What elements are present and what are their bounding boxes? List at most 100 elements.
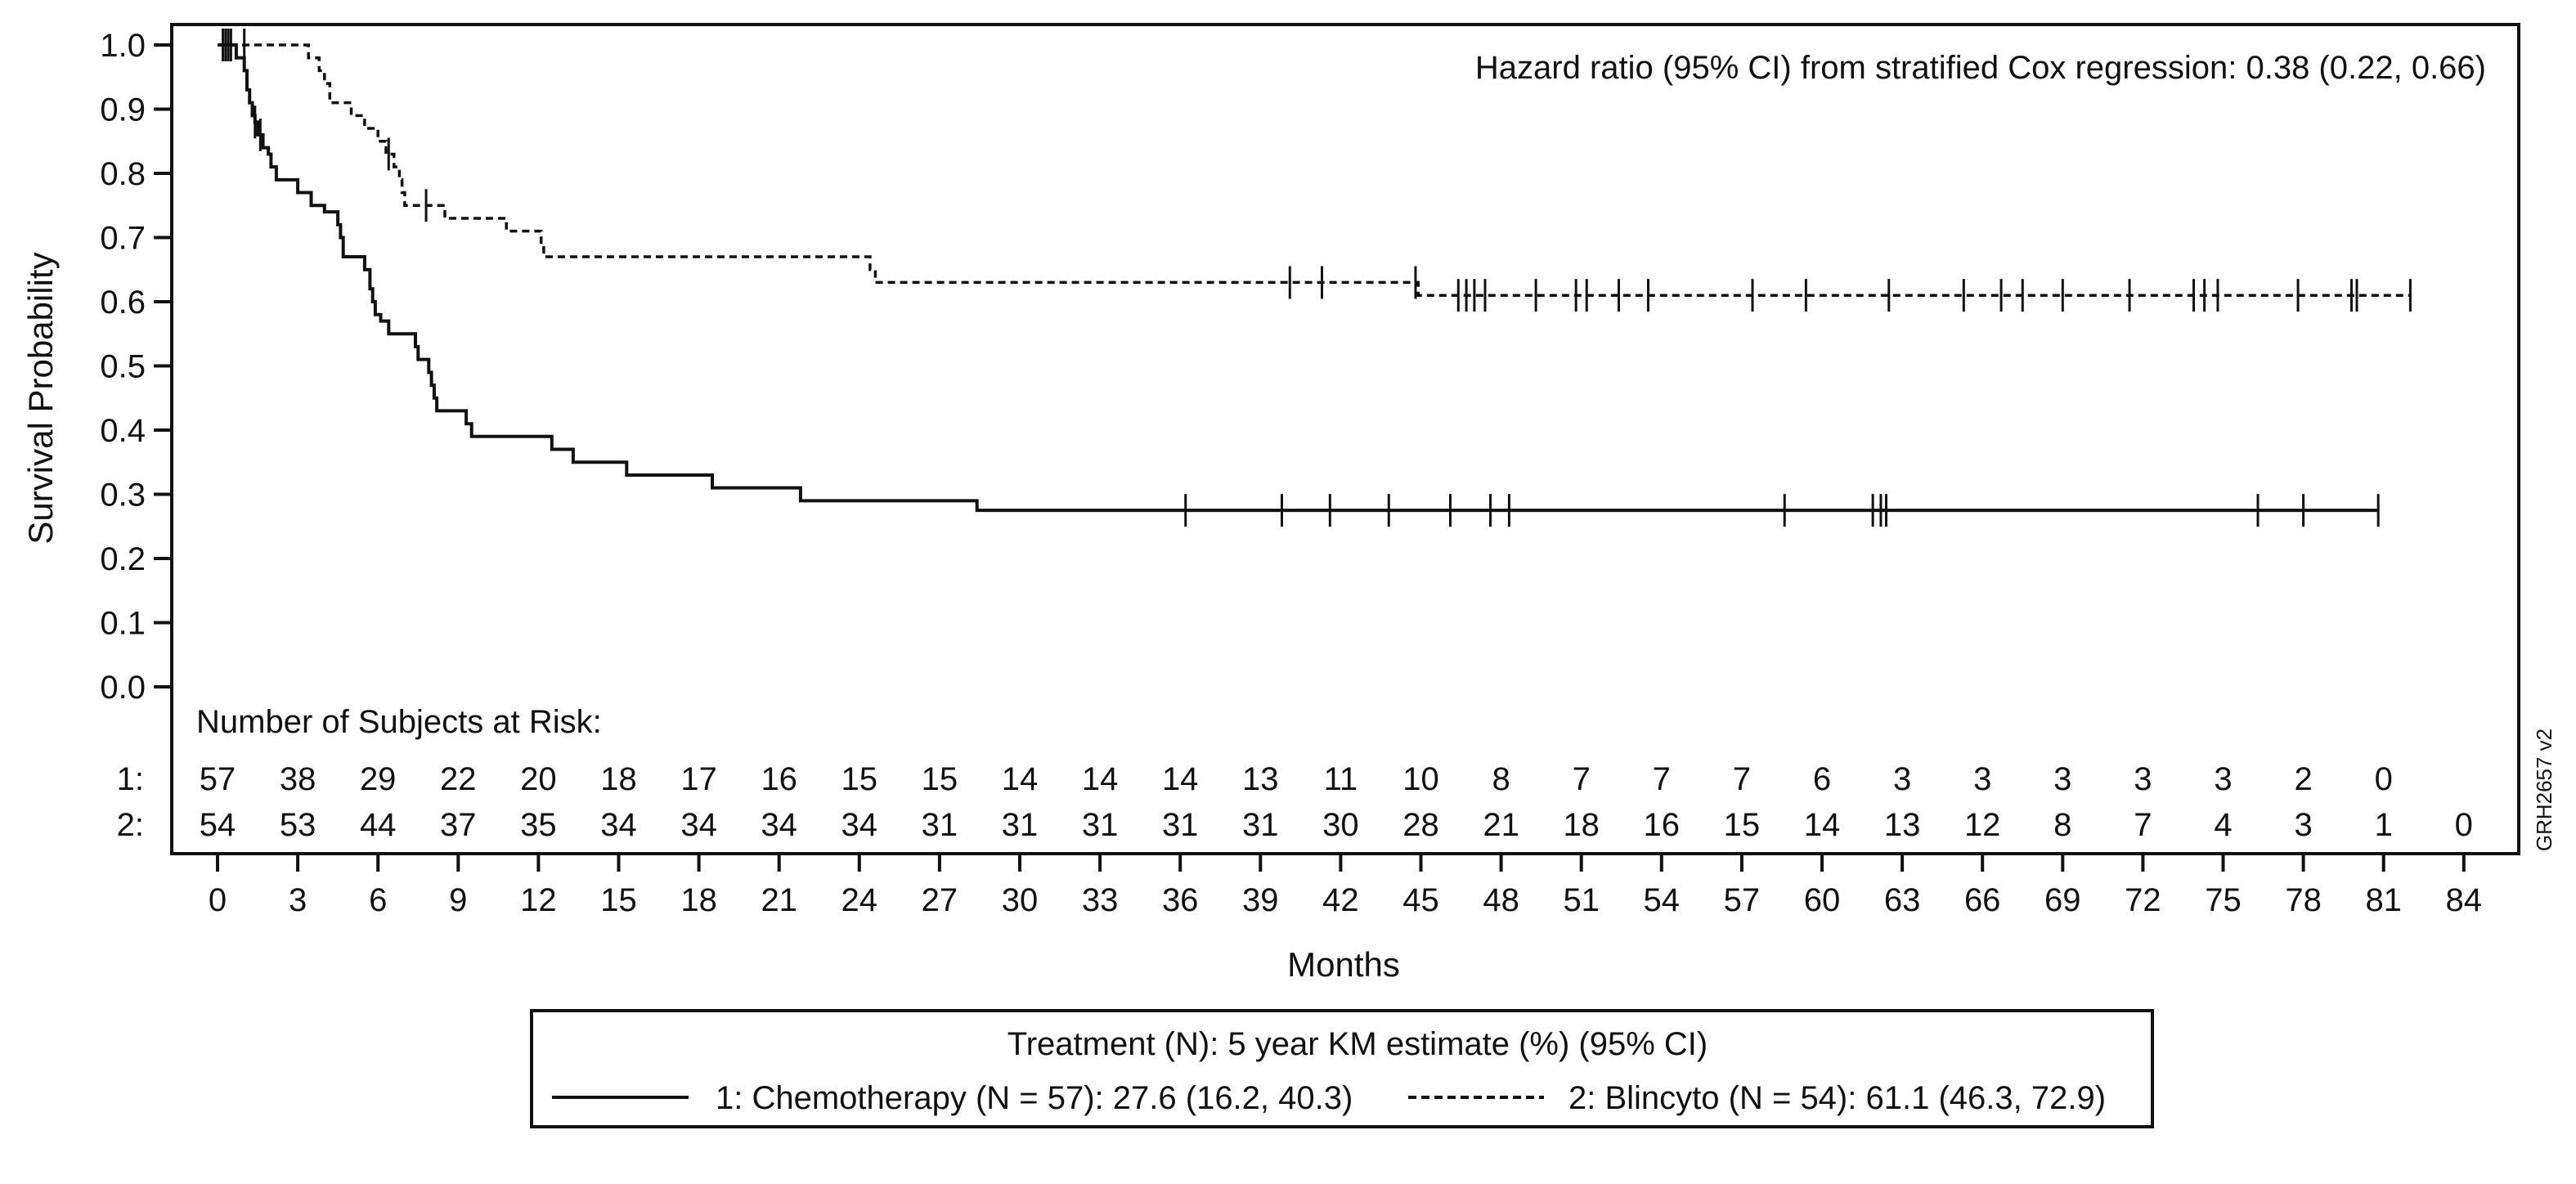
y-tick-label: 0.1: [100, 606, 146, 642]
x-tick-label: 12: [520, 882, 557, 918]
x-tick-label: 0: [209, 882, 227, 918]
at-risk-row-label: 2:: [117, 807, 144, 843]
at-risk-count: 7: [1733, 761, 1751, 797]
x-tick-label: 6: [369, 882, 387, 918]
at-risk-count: 13: [1884, 807, 1921, 843]
at-risk-count: 57: [200, 761, 236, 797]
at-risk-count: 3: [2294, 807, 2312, 843]
at-risk-count: 7: [1573, 761, 1591, 797]
at-risk-count: 10: [1402, 761, 1439, 797]
at-risk-count: 4: [2214, 807, 2232, 843]
y-axis-title: Survival Probability: [21, 252, 60, 544]
legend-label-blincyto: 2: Blincyto (N = 54): 61.1 (46.3, 72.9): [1568, 1080, 2106, 1116]
at-risk-count: 8: [2053, 807, 2071, 843]
x-tick-label: 9: [449, 882, 467, 918]
at-risk-count: 0: [2455, 807, 2473, 843]
at-risk-count: 6: [1813, 761, 1831, 797]
x-tick-label: 30: [1002, 882, 1039, 918]
x-tick-label: 84: [2446, 882, 2483, 918]
y-axis: 0.0 0.1 0.2 0.3 0.4 0.5 0.6 0.7 0.8 0.9 1.0: [100, 28, 172, 706]
at-risk-count: 31: [1162, 807, 1199, 843]
x-tick-label: 57: [1724, 882, 1761, 918]
x-tick-label: 39: [1242, 882, 1279, 918]
at-risk-count: 3: [2214, 761, 2232, 797]
y-tick-label: 0.4: [100, 413, 146, 449]
x-tick-label: 21: [761, 882, 797, 918]
at-risk-count: 44: [360, 807, 397, 843]
at-risk-count: 3: [1973, 761, 1991, 797]
at-risk-count: 14: [1082, 761, 1119, 797]
y-tick-label: 0.0: [100, 670, 146, 706]
at-risk-count: 31: [922, 807, 958, 843]
x-tick-label: 45: [1402, 882, 1439, 918]
at-risk-count: 37: [440, 807, 477, 843]
x-tick-label: 42: [1322, 882, 1359, 918]
y-tick-label: 0.8: [100, 156, 146, 192]
at-risk-count: 16: [761, 761, 797, 797]
at-risk-count: 29: [360, 761, 397, 797]
at-risk-count: 31: [1002, 807, 1039, 843]
at-risk-count: 54: [200, 807, 236, 843]
x-tick-label: 69: [2044, 882, 2081, 918]
legend-title: Treatment (N): 5 year KM estimate (%) (9…: [1008, 1026, 1708, 1062]
at-risk-count: 12: [1964, 807, 2001, 843]
y-tick-label: 0.7: [100, 221, 146, 257]
x-tick-label: 72: [2125, 882, 2161, 918]
at-risk-count: 14: [1162, 761, 1199, 797]
x-tick-label: 18: [680, 882, 717, 918]
at-risk-count: 16: [1644, 807, 1681, 843]
at-risk-title: Number of Subjects at Risk:: [196, 704, 602, 740]
at-risk-count: 3: [2134, 761, 2152, 797]
plot-frame: [170, 23, 2520, 855]
legend-box: [530, 1009, 2154, 1128]
y-tick-label: 0.3: [100, 478, 146, 514]
at-risk-row-label: 1:: [117, 761, 144, 797]
x-tick-label: 75: [2205, 882, 2242, 918]
at-risk-count: 1: [2375, 807, 2393, 843]
x-tick-label: 36: [1162, 882, 1199, 918]
at-risk-count: 34: [680, 807, 717, 843]
y-tick-label: 1.0: [100, 28, 146, 64]
x-tick-label: 78: [2285, 882, 2322, 918]
x-tick-label: 15: [600, 882, 637, 918]
at-risk-count: 30: [1322, 807, 1359, 843]
at-risk-count: 38: [280, 761, 316, 797]
at-risk-count: 22: [440, 761, 477, 797]
x-tick-label: 33: [1082, 882, 1119, 918]
y-tick-label: 0.5: [100, 349, 146, 385]
x-axis-title: Months: [1287, 945, 1400, 984]
at-risk-count: 13: [1242, 761, 1279, 797]
x-axis: 0 3 6 9 12 15 18 21 24 27 30 33 36 39 42 45 48 51 54 57 60 63…: [209, 854, 2482, 918]
at-risk-count: 28: [1402, 807, 1439, 843]
at-risk-count: 7: [2134, 807, 2152, 843]
at-risk-count: 34: [841, 807, 878, 843]
at-risk-count: 18: [600, 761, 637, 797]
x-tick-label: 54: [1644, 882, 1681, 918]
x-tick-label: 63: [1884, 882, 1921, 918]
y-tick-label: 0.2: [100, 541, 146, 577]
at-risk-count: 11: [1324, 761, 1358, 797]
at-risk-count: 3: [1893, 761, 1911, 797]
at-risk-table: Number of Subjects at Risk: 1: 57 38 29 22 20…: [117, 704, 2473, 843]
at-risk-count: 17: [680, 761, 717, 797]
at-risk-count: 35: [520, 807, 557, 843]
x-tick-label: 3: [289, 882, 307, 918]
at-risk-count: 15: [1724, 807, 1761, 843]
legend-label-chemotherapy: 1: Chemotherapy (N = 57): 27.6 (16.2, 40…: [716, 1080, 1353, 1116]
at-risk-count: 15: [922, 761, 958, 797]
x-tick-label: 81: [2365, 882, 2402, 918]
at-risk-count: 3: [2053, 761, 2071, 797]
at-risk-count: 14: [1002, 761, 1039, 797]
at-risk-count: 8: [1492, 761, 1510, 797]
x-tick-label: 48: [1483, 882, 1519, 918]
x-tick-label: 27: [922, 882, 958, 918]
watermark: GRH2657 v2: [2532, 729, 2556, 851]
curve-chemotherapy: [218, 43, 2379, 513]
at-risk-count: 7: [1653, 761, 1671, 797]
x-tick-label: 60: [1804, 882, 1841, 918]
at-risk-count: 34: [600, 807, 637, 843]
at-risk-count: 2: [2294, 761, 2312, 797]
x-tick-label: 66: [1964, 882, 2001, 918]
at-risk-count: 18: [1563, 807, 1600, 843]
